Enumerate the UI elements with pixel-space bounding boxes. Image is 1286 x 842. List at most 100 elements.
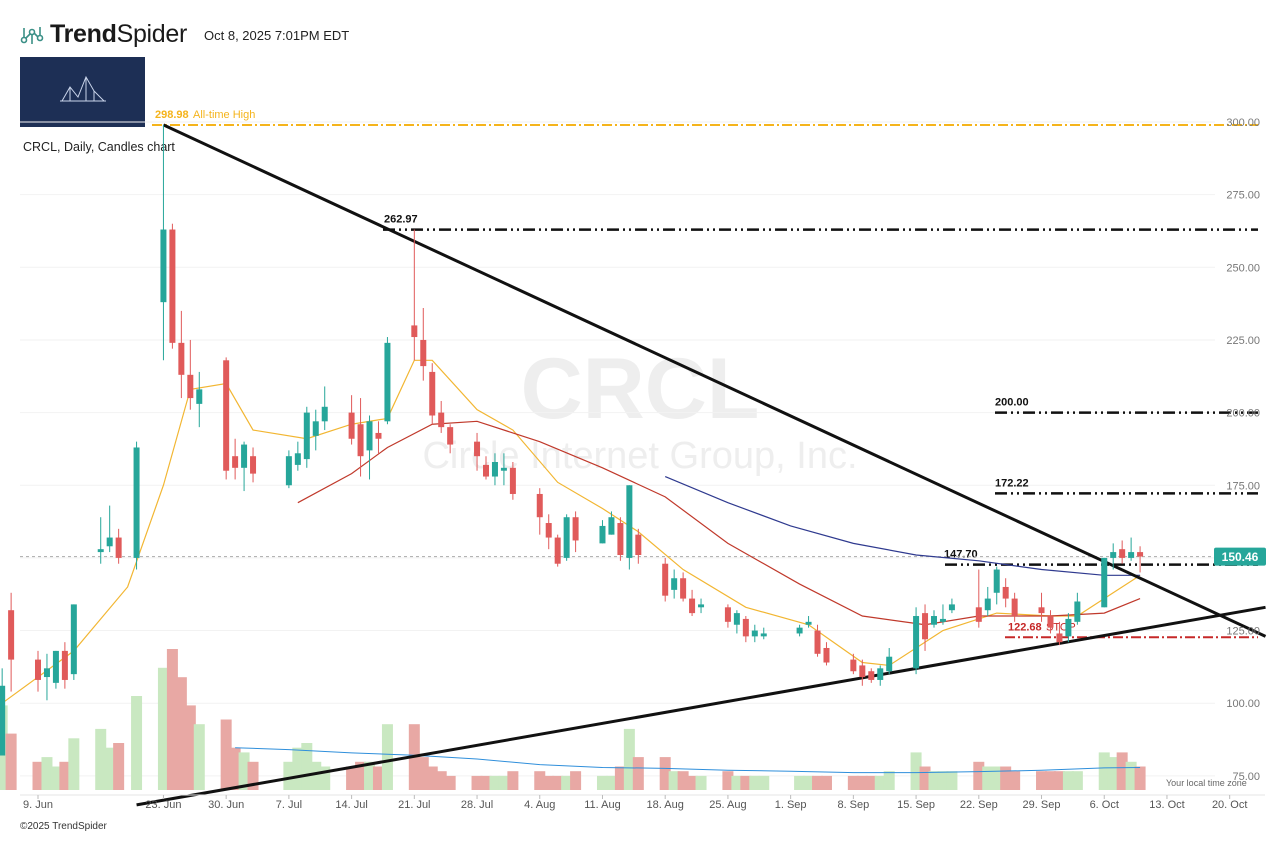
candle[interactable] bbox=[877, 665, 884, 686]
candle[interactable] bbox=[483, 456, 489, 480]
candle[interactable] bbox=[8, 592, 15, 692]
candle[interactable] bbox=[742, 616, 749, 643]
candle[interactable] bbox=[554, 534, 561, 567]
candle[interactable] bbox=[823, 642, 830, 666]
candle[interactable] bbox=[913, 607, 920, 675]
candle[interactable] bbox=[35, 650, 41, 692]
candle[interactable] bbox=[796, 624, 803, 637]
volume-bar bbox=[131, 696, 143, 790]
candle[interactable] bbox=[303, 406, 310, 468]
candle[interactable] bbox=[357, 398, 364, 477]
candle[interactable] bbox=[626, 485, 633, 570]
candle[interactable] bbox=[97, 517, 104, 564]
candle[interactable] bbox=[348, 395, 355, 445]
candle[interactable] bbox=[751, 624, 758, 643]
candle[interactable] bbox=[106, 505, 113, 553]
candle[interactable] bbox=[922, 604, 929, 651]
candles[interactable] bbox=[0, 124, 1144, 756]
candle[interactable] bbox=[429, 363, 436, 425]
candle-body bbox=[43, 668, 50, 678]
candle[interactable] bbox=[662, 557, 669, 602]
candle[interactable] bbox=[411, 229, 418, 361]
candle[interactable] bbox=[223, 357, 230, 480]
candle[interactable] bbox=[241, 441, 248, 492]
candle[interactable] bbox=[384, 337, 391, 425]
candle[interactable] bbox=[169, 223, 176, 349]
candle[interactable] bbox=[312, 409, 319, 451]
candle[interactable] bbox=[545, 514, 552, 550]
candle[interactable] bbox=[536, 488, 543, 535]
candle[interactable] bbox=[70, 604, 77, 680]
candle[interactable] bbox=[447, 424, 454, 454]
candle[interactable] bbox=[115, 528, 122, 564]
candle[interactable] bbox=[563, 514, 570, 561]
candle[interactable] bbox=[250, 447, 257, 483]
candle[interactable] bbox=[285, 450, 292, 489]
candle[interactable] bbox=[948, 598, 955, 614]
candle[interactable] bbox=[975, 569, 982, 628]
candle[interactable] bbox=[868, 668, 875, 683]
candle[interactable] bbox=[1137, 546, 1144, 573]
candle[interactable] bbox=[196, 371, 203, 428]
candle-body bbox=[922, 613, 929, 640]
candle[interactable] bbox=[1119, 540, 1126, 564]
candle[interactable] bbox=[133, 441, 140, 570]
candle[interactable] bbox=[680, 572, 687, 602]
candle[interactable] bbox=[805, 616, 812, 628]
candle[interactable] bbox=[886, 647, 893, 675]
candle[interactable] bbox=[760, 627, 767, 640]
candle[interactable] bbox=[500, 453, 507, 486]
candle[interactable] bbox=[572, 511, 579, 553]
candle[interactable] bbox=[438, 400, 445, 433]
candle[interactable] bbox=[993, 566, 1000, 605]
candle[interactable] bbox=[52, 650, 59, 689]
candle[interactable] bbox=[984, 586, 991, 617]
candle[interactable] bbox=[474, 432, 481, 471]
candle[interactable] bbox=[1128, 537, 1135, 561]
candle[interactable] bbox=[160, 124, 167, 361]
candle[interactable] bbox=[366, 415, 373, 480]
candle[interactable] bbox=[608, 511, 615, 535]
candle[interactable] bbox=[1002, 578, 1009, 608]
candle[interactable] bbox=[1038, 592, 1045, 622]
candle[interactable] bbox=[733, 610, 740, 634]
candle[interactable] bbox=[1101, 557, 1108, 608]
candle[interactable] bbox=[671, 569, 678, 599]
candle[interactable] bbox=[724, 604, 731, 628]
candle[interactable] bbox=[599, 520, 606, 544]
candle[interactable] bbox=[1065, 613, 1072, 643]
candle[interactable] bbox=[850, 653, 857, 675]
candle[interactable] bbox=[698, 598, 705, 614]
candle[interactable] bbox=[931, 610, 937, 628]
volume-bar bbox=[166, 649, 178, 790]
candle[interactable] bbox=[859, 659, 866, 686]
candle[interactable] bbox=[294, 441, 301, 471]
candle[interactable] bbox=[178, 310, 185, 399]
candle[interactable] bbox=[1074, 592, 1081, 625]
candle[interactable] bbox=[491, 453, 498, 486]
candle-body bbox=[52, 650, 59, 683]
candle[interactable] bbox=[1047, 610, 1054, 634]
candle-body bbox=[913, 616, 920, 669]
candle[interactable] bbox=[0, 668, 6, 756]
candle[interactable] bbox=[375, 421, 382, 454]
candle[interactable] bbox=[689, 589, 696, 617]
candle[interactable] bbox=[420, 307, 427, 381]
candle[interactable] bbox=[939, 604, 946, 625]
candle[interactable] bbox=[814, 624, 821, 657]
candle-body bbox=[877, 668, 884, 680]
volume-ma bbox=[235, 747, 1141, 774]
candle[interactable] bbox=[1110, 543, 1117, 570]
symbol-logo-icon bbox=[60, 75, 106, 102]
candle[interactable] bbox=[617, 517, 624, 561]
candle[interactable] bbox=[43, 653, 50, 701]
candle[interactable] bbox=[1056, 621, 1063, 646]
candle[interactable] bbox=[61, 642, 68, 689]
candle[interactable] bbox=[187, 339, 194, 410]
candle[interactable] bbox=[321, 386, 328, 431]
candle[interactable] bbox=[509, 462, 516, 500]
candle[interactable] bbox=[635, 528, 642, 564]
candle[interactable] bbox=[232, 438, 239, 480]
candle[interactable] bbox=[1011, 592, 1018, 622]
